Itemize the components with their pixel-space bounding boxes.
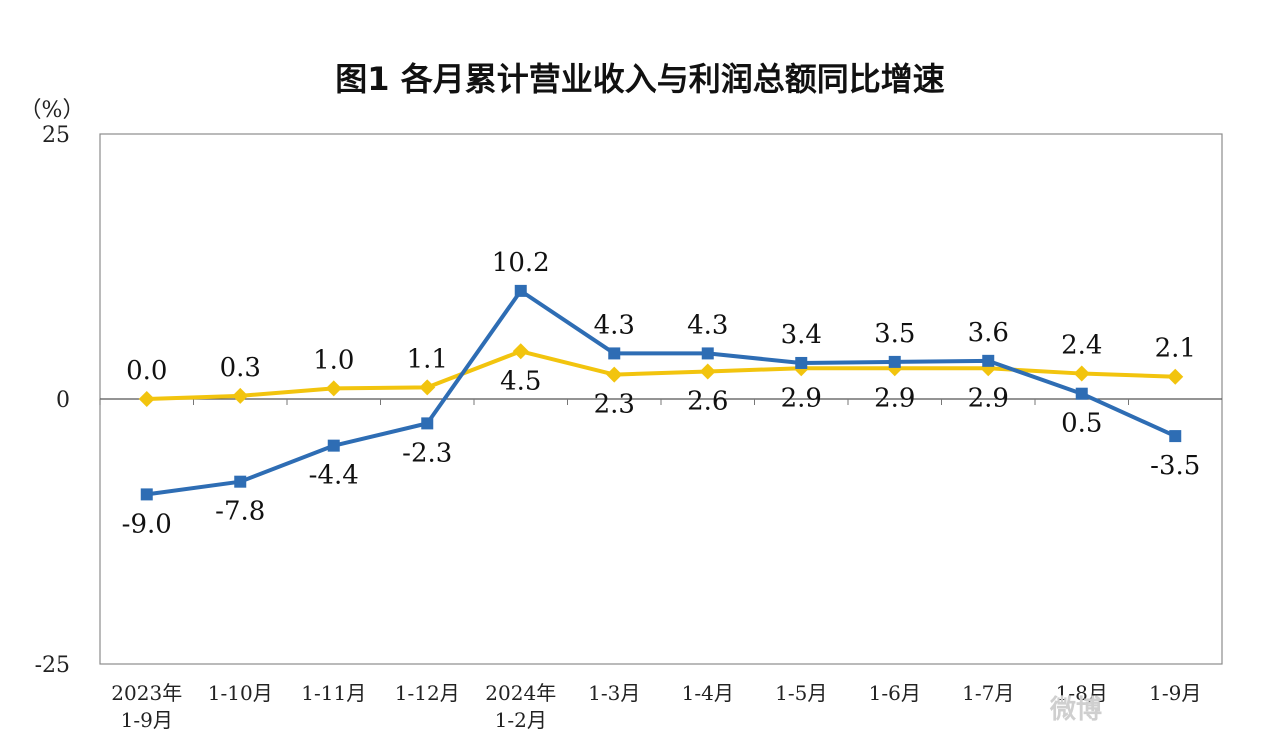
data-point-diamond: [325, 380, 342, 397]
data-point-square: [608, 347, 621, 360]
data-label: 2.9: [781, 383, 822, 413]
data-label: 1.0: [313, 345, 354, 375]
watermark: 微博: [1049, 694, 1102, 725]
y-tick-label: 25: [42, 123, 70, 148]
data-point-diamond: [419, 379, 436, 396]
data-label: 3.6: [968, 318, 1009, 348]
data-label: -9.0: [122, 509, 172, 539]
data-label: 0.0: [126, 356, 167, 386]
data-point-square: [514, 284, 527, 297]
x-tick-label: 1-10月: [208, 681, 273, 705]
data-point-square: [795, 356, 808, 369]
x-tick-label: 1-7月: [962, 681, 1014, 705]
data-label: 0.5: [1061, 409, 1102, 439]
data-point-diamond: [1073, 365, 1090, 382]
data-point-square: [327, 439, 340, 452]
data-label: 1.1: [407, 344, 448, 374]
x-tick-label: 1-8月: [1056, 681, 1108, 705]
data-point-square: [1169, 430, 1182, 443]
data-label: 0.3: [220, 353, 261, 383]
data-label: 2.4: [1061, 331, 1102, 361]
series-line-1: [146, 288, 1177, 497]
data-label: 4.3: [594, 310, 635, 340]
data-label: -7.8: [215, 497, 265, 527]
series-line-2: [146, 349, 1176, 401]
chart-title: 图1 各月累计营业收入与利润总额同比增速: [335, 60, 944, 98]
data-point-square: [982, 354, 995, 367]
data-point-diamond: [1167, 368, 1184, 385]
data-label: 4.5: [500, 366, 541, 396]
y-axis-ticks: 25 0 -25: [35, 123, 70, 678]
x-axis-ticks: 2023年 1-9月 1-10月 1-11月 1-12月 2024年 1-2月 1-3月 1-4…: [99, 399, 1201, 732]
data-label: 2.1: [1155, 334, 1196, 364]
data-point-diamond: [512, 343, 529, 360]
data-label: 4.3: [687, 310, 728, 340]
data-point-diamond: [232, 387, 249, 404]
data-labels: -9.0 -7.8 -4.4 -2.3 10.2 4.3 4.3 3.4 3.5 3.6 0.5 -3…: [122, 248, 1201, 540]
data-label: 2.9: [968, 383, 1009, 413]
data-point-square: [888, 355, 901, 368]
x-tick-label: 1-5月: [775, 681, 827, 705]
y-unit-label: （%）: [20, 98, 85, 123]
x-tick-label: 1-6月: [869, 681, 921, 705]
data-point-diamond: [699, 363, 716, 380]
data-point-diamond: [138, 391, 155, 407]
x-tick-label: 1-9月: [1149, 681, 1201, 705]
data-point-square: [701, 347, 714, 360]
watermark-text: 微博: [1049, 694, 1102, 725]
data-point-square: [1075, 387, 1088, 400]
data-point-square: [234, 475, 247, 488]
data-label: -2.3: [402, 438, 452, 468]
x-tick-label: 2023年: [111, 681, 182, 705]
x-tick-label: 1-3月: [588, 681, 640, 705]
data-point-square: [140, 488, 153, 501]
x-tick-label: 1-9月: [121, 708, 173, 732]
x-tick-label: 1-4月: [682, 681, 734, 705]
x-tick-label: 1-12月: [395, 681, 460, 705]
x-tick-label: 1-11月: [301, 681, 366, 705]
x-tick-label: 2024年: [485, 681, 556, 705]
data-label: -4.4: [309, 461, 359, 491]
y-tick-label: 0: [56, 388, 70, 413]
data-label: 2.3: [594, 390, 635, 420]
x-tick-label: 1-2月: [495, 708, 547, 732]
series-layer: [138, 284, 1184, 501]
data-label: 3.5: [874, 319, 915, 349]
y-tick-label: -25: [35, 653, 70, 678]
data-label: 2.6: [687, 386, 728, 416]
data-point-square: [421, 417, 434, 430]
data-label: 3.4: [781, 320, 822, 350]
data-label: -3.5: [1150, 451, 1200, 481]
data-point-diamond: [606, 366, 623, 383]
data-label: 2.9: [874, 383, 915, 413]
data-label: 10.2: [492, 248, 550, 278]
